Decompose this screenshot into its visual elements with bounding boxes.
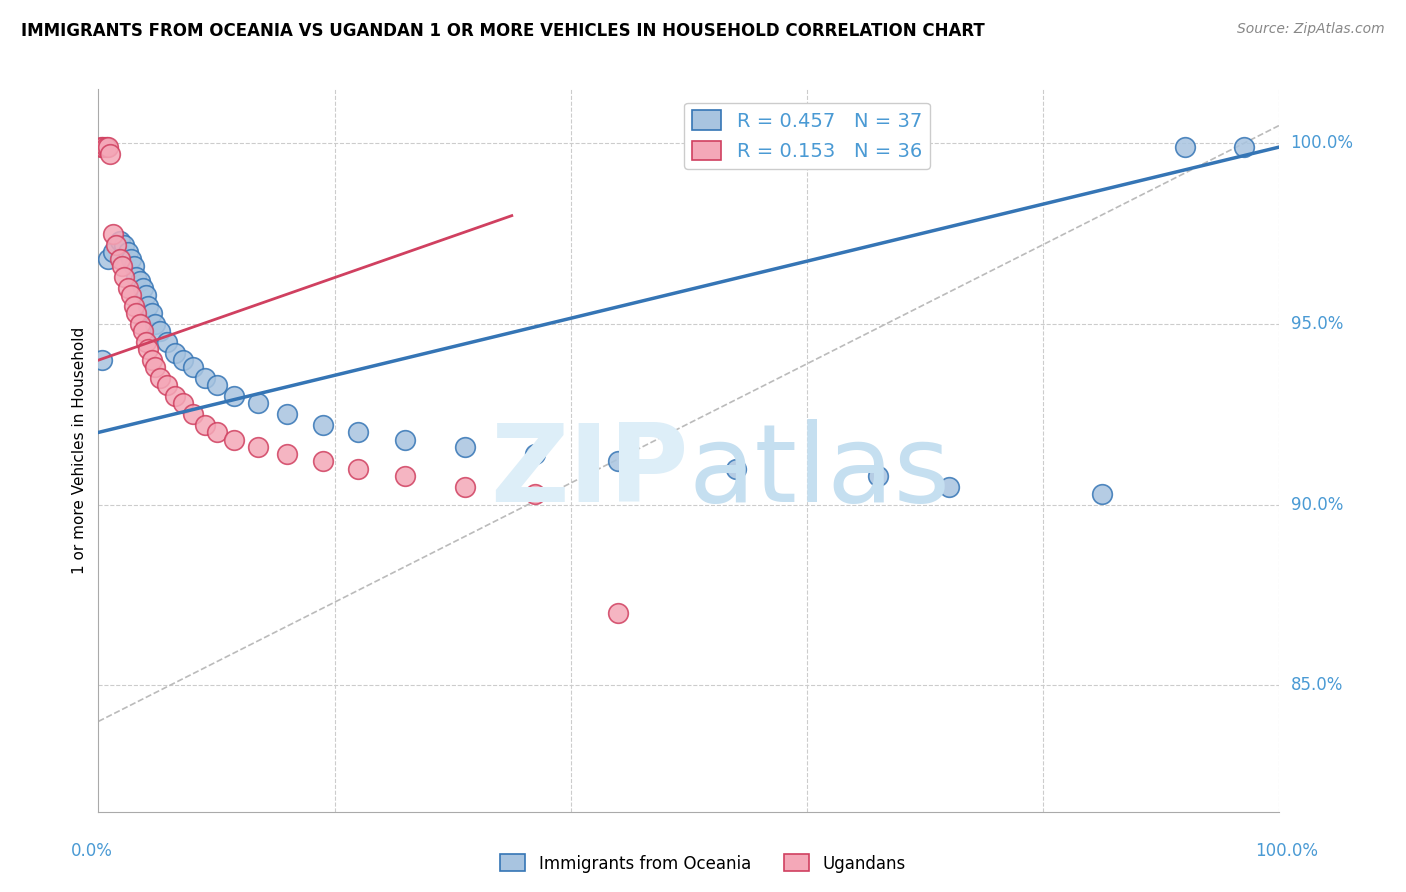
Point	[122, 299, 145, 313]
Point	[224, 389, 246, 403]
Point	[156, 378, 179, 392]
Text: 100.0%: 100.0%	[1291, 135, 1354, 153]
Text: ZIP: ZIP	[491, 419, 689, 525]
Point	[97, 252, 120, 266]
Point	[347, 461, 370, 475]
Point	[246, 396, 269, 410]
Point	[149, 371, 172, 385]
Point	[149, 324, 172, 338]
Point	[112, 270, 135, 285]
Legend: R = 0.457   N = 37, R = 0.153   N = 36: R = 0.457 N = 37, R = 0.153 N = 36	[685, 103, 929, 169]
Point	[141, 353, 163, 368]
Point	[194, 371, 217, 385]
Point	[90, 140, 112, 154]
Point	[246, 440, 269, 454]
Y-axis label: 1 or more Vehicles in Household: 1 or more Vehicles in Household	[72, 326, 87, 574]
Text: 95.0%: 95.0%	[1291, 315, 1343, 333]
Point	[312, 454, 335, 468]
Point	[94, 140, 117, 154]
Point	[143, 360, 166, 375]
Text: IMMIGRANTS FROM OCEANIA VS UGANDAN 1 OR MORE VEHICLES IN HOUSEHOLD CORRELATION C: IMMIGRANTS FROM OCEANIA VS UGANDAN 1 OR …	[21, 22, 984, 40]
Point	[347, 425, 370, 440]
Point	[181, 360, 204, 375]
Text: Source: ZipAtlas.com: Source: ZipAtlas.com	[1237, 22, 1385, 37]
Point	[143, 317, 166, 331]
Point	[121, 252, 143, 266]
Point	[165, 346, 187, 360]
Point	[108, 252, 131, 266]
Point	[725, 461, 748, 475]
Point	[866, 468, 889, 483]
Point	[312, 418, 335, 433]
Point	[125, 270, 148, 285]
Point	[524, 487, 547, 501]
Point	[132, 324, 155, 338]
Point	[938, 479, 960, 493]
Point	[117, 244, 139, 259]
Point	[224, 433, 246, 447]
Point	[165, 389, 187, 403]
Text: atlas: atlas	[689, 419, 950, 525]
Point	[128, 317, 150, 331]
Point	[101, 227, 124, 241]
Point	[194, 418, 217, 433]
Point	[111, 259, 134, 273]
Point	[108, 234, 131, 248]
Text: 85.0%: 85.0%	[1291, 676, 1343, 694]
Point	[1233, 140, 1256, 154]
Point	[101, 244, 124, 259]
Point	[453, 479, 475, 493]
Point	[91, 353, 114, 368]
Point	[105, 237, 128, 252]
Point	[156, 334, 179, 349]
Point	[136, 299, 159, 313]
Point	[524, 447, 547, 461]
Point	[128, 274, 150, 288]
Point	[121, 288, 143, 302]
Point	[607, 606, 630, 620]
Point	[205, 378, 228, 392]
Point	[117, 281, 139, 295]
Point	[112, 237, 135, 252]
Point	[125, 306, 148, 320]
Point	[1174, 140, 1197, 154]
Point	[172, 396, 194, 410]
Point	[181, 407, 204, 421]
Point	[136, 343, 159, 357]
Legend: Immigrants from Oceania, Ugandans: Immigrants from Oceania, Ugandans	[494, 847, 912, 880]
Point	[205, 425, 228, 440]
Point	[91, 140, 114, 154]
Point	[98, 147, 121, 161]
Text: 90.0%: 90.0%	[1291, 496, 1343, 514]
Point	[135, 288, 157, 302]
Point	[453, 440, 475, 454]
Point	[135, 334, 157, 349]
Point	[607, 454, 630, 468]
Point	[394, 468, 416, 483]
Text: 0.0%: 0.0%	[70, 842, 112, 860]
Point	[132, 281, 155, 295]
Point	[276, 407, 298, 421]
Point	[122, 259, 145, 273]
Point	[1091, 487, 1114, 501]
Point	[141, 306, 163, 320]
Point	[276, 447, 298, 461]
Point	[394, 433, 416, 447]
Text: 100.0%: 100.0%	[1256, 842, 1317, 860]
Point	[97, 140, 120, 154]
Point	[172, 353, 194, 368]
